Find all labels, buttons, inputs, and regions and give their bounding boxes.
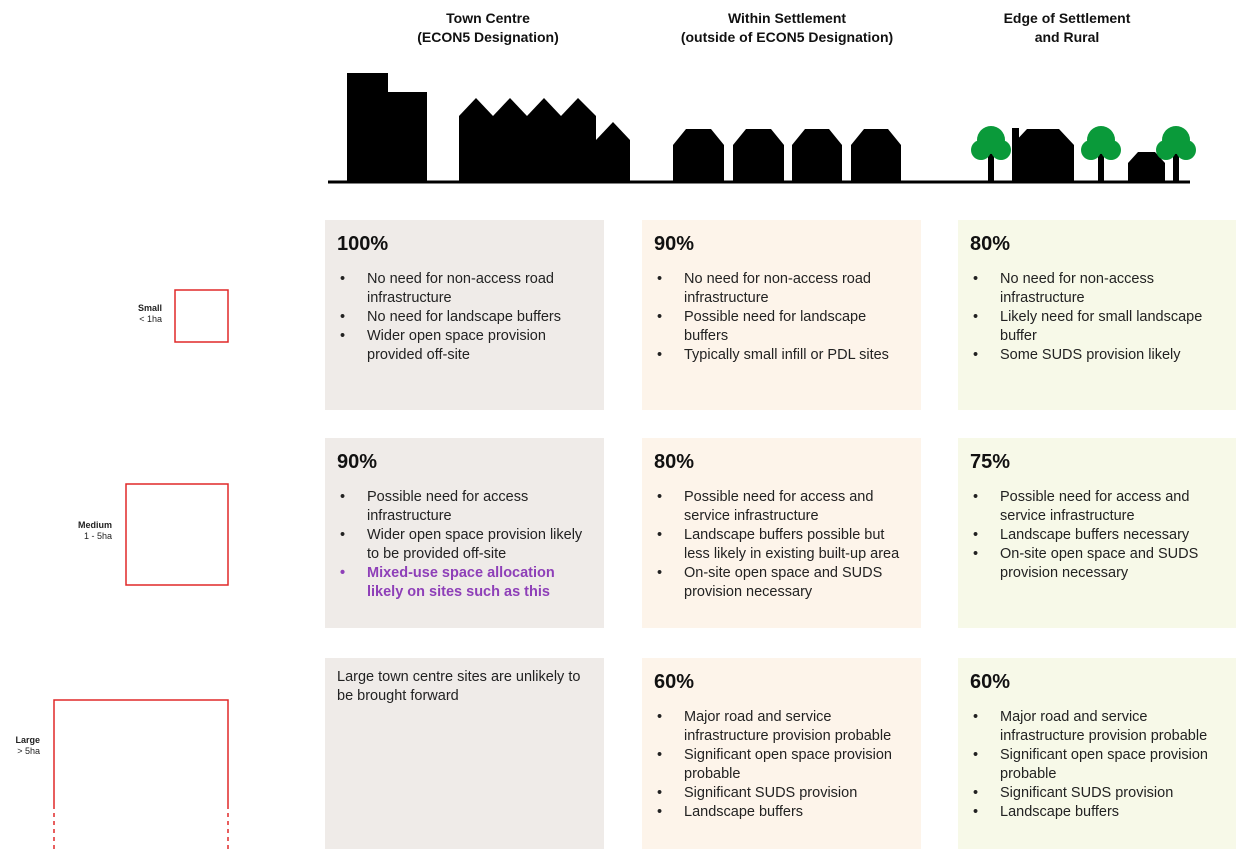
- bullet: Possible need for landscape buffers: [654, 308, 909, 346]
- cell: 90% No need for non-access road infrastru…: [642, 220, 921, 410]
- header-line: Town Centre: [446, 10, 530, 26]
- percentage: 80%: [970, 233, 1011, 255]
- bullet: Major road and service infrastructure pr…: [970, 708, 1225, 746]
- bullet-list: No need for non-access infrastructureLik…: [970, 270, 1225, 365]
- bullet-list: Possible need for access and service inf…: [654, 488, 909, 602]
- cell: Large town centre sites are unlikely to …: [325, 658, 604, 849]
- bullet: Significant open space provision probabl…: [970, 746, 1225, 784]
- bullet-list: No need for non-access road infrastructu…: [337, 270, 592, 365]
- bullet: Wider open space provision provided off-…: [337, 327, 592, 365]
- size-label: Medium 1 - 5ha: [52, 520, 112, 542]
- percentage: 60%: [654, 671, 695, 693]
- percentage: 80%: [654, 451, 695, 473]
- bullet-list: Major road and service infrastructure pr…: [654, 708, 909, 822]
- percentage: 90%: [654, 233, 695, 255]
- cell: 80% No need for non-access infrastructure…: [958, 220, 1236, 410]
- bullet: Possible need for access and service inf…: [654, 488, 909, 526]
- column-header: Town Centre (ECON5 Designation): [338, 9, 638, 47]
- percentage: 75%: [970, 451, 1011, 473]
- bullet: Major road and service infrastructure pr…: [654, 708, 909, 746]
- bullet: Typically small infill or PDL sites: [654, 346, 909, 365]
- size-name: Small: [137, 303, 162, 313]
- bullet: No need for non-access infrastructure: [970, 270, 1225, 308]
- cell: 60% Major road and service infrastructure…: [958, 658, 1236, 849]
- bullet-list: Possible need for access infrastructureW…: [337, 488, 592, 602]
- bullet: No need for non-access road infrastructu…: [654, 270, 909, 308]
- bullet: No need for landscape buffers: [337, 308, 592, 327]
- size-area: < 1ha: [139, 314, 162, 324]
- percentage: 100%: [337, 233, 389, 255]
- bullet: Possible need for access and service inf…: [970, 488, 1225, 526]
- cell: 60% Major road and service infrastructure…: [642, 658, 921, 849]
- bullet-list: Possible need for access and service inf…: [970, 488, 1225, 583]
- bullet: Mixed-use space allocation likely on sit…: [337, 564, 592, 602]
- bullet: Significant SUDS provision: [970, 784, 1225, 803]
- bullet: On-site open space and SUDS provision ne…: [970, 545, 1225, 583]
- bullet: Likely need for small landscape buffer: [970, 308, 1225, 346]
- header-line: (outside of ECON5 Designation): [680, 29, 894, 45]
- size-area: 1 - 5ha: [83, 531, 112, 541]
- cell: 100% No need for non-access road infrastr…: [325, 220, 604, 410]
- cell: 80% Possible need for access and service …: [642, 438, 921, 628]
- cell: 90% Possible need for access infrastructu…: [325, 438, 604, 628]
- bullet: No need for non-access road infrastructu…: [337, 270, 592, 308]
- percentage: 90%: [337, 451, 378, 473]
- size-label: Large > 5ha: [0, 735, 40, 757]
- bullet: Significant SUDS provision: [654, 784, 909, 803]
- column-header: Within Settlement (outside of ECON5 Desig…: [637, 9, 937, 47]
- bullet: On-site open space and SUDS provision ne…: [654, 564, 909, 602]
- header-line: and Rural: [1034, 29, 1100, 45]
- bullet: Wider open space provision likely to be …: [337, 526, 592, 564]
- bullet: Landscape buffers necessary: [970, 526, 1225, 545]
- size-area: > 5ha: [17, 746, 40, 756]
- size-name: Large: [15, 735, 40, 745]
- bullet: Landscape buffers: [970, 803, 1225, 822]
- percentage: 60%: [970, 671, 1011, 693]
- header-line: Edge of Settlement: [1003, 10, 1131, 26]
- bullet: Possible need for access infrastructure: [337, 488, 592, 526]
- bullet: Landscape buffers: [654, 803, 909, 822]
- size-label: Small < 1ha: [102, 303, 162, 325]
- bullet-list: No need for non-access road infrastructu…: [654, 270, 909, 365]
- bullet: Significant open space provision probabl…: [654, 746, 909, 784]
- size-name: Medium: [77, 520, 112, 530]
- bullet-list: Major road and service infrastructure pr…: [970, 708, 1225, 822]
- header-line: Within Settlement: [727, 10, 847, 26]
- column-header: Edge of Settlement and Rural: [917, 9, 1217, 47]
- bullet: Some SUDS provision likely: [970, 346, 1225, 365]
- note: Large town centre sites are unlikely to …: [337, 669, 581, 704]
- header-line: (ECON5 Designation): [417, 29, 559, 45]
- cell: 75% Possible need for access and service …: [958, 438, 1236, 628]
- bullet: Landscape buffers possible but less like…: [654, 526, 909, 564]
